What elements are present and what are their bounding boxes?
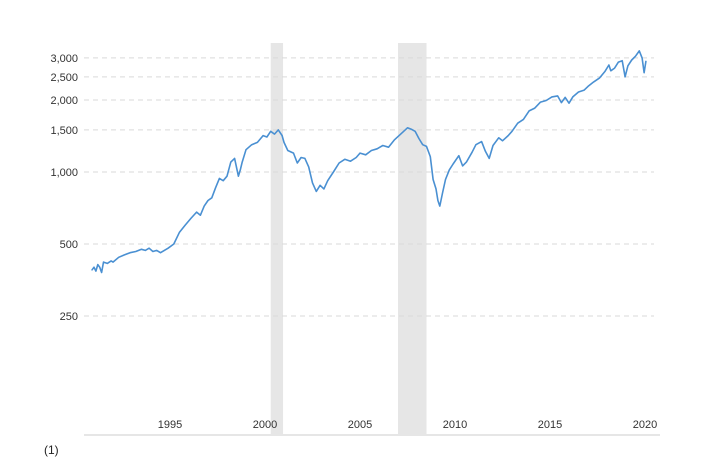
footnote: (1) (44, 443, 59, 457)
y-axis-ticks: 250 500 1,000 1,500 2,000 2,500 3,000 (50, 53, 78, 323)
x-tick-label: 2010 (443, 419, 467, 431)
recession-band (270, 43, 284, 434)
y-tick-label: 500 (60, 239, 78, 251)
x-tick-label: 2000 (253, 419, 277, 431)
x-tick-label: 2015 (538, 419, 562, 431)
y-gridlines (84, 57, 654, 317)
x-tick-label: 2005 (348, 419, 372, 431)
y-tick-label: 2,500 (50, 72, 78, 84)
y-tick-label: 3,000 (50, 53, 78, 65)
x-tick-label: 2020 (633, 419, 657, 431)
y-tick-label: 1,500 (50, 125, 78, 137)
series-line (91, 50, 647, 274)
x-tick-label: 1995 (158, 419, 182, 431)
recession-bands (270, 43, 427, 434)
recession-band (398, 43, 427, 434)
y-tick-label: 250 (60, 311, 78, 323)
series-layer (91, 50, 647, 274)
y-tick-label: 2,000 (50, 95, 78, 107)
y-tick-label: 1,000 (50, 167, 78, 179)
x-axis-ticks: 1995 2000 2005 2010 2015 2020 (158, 419, 657, 431)
